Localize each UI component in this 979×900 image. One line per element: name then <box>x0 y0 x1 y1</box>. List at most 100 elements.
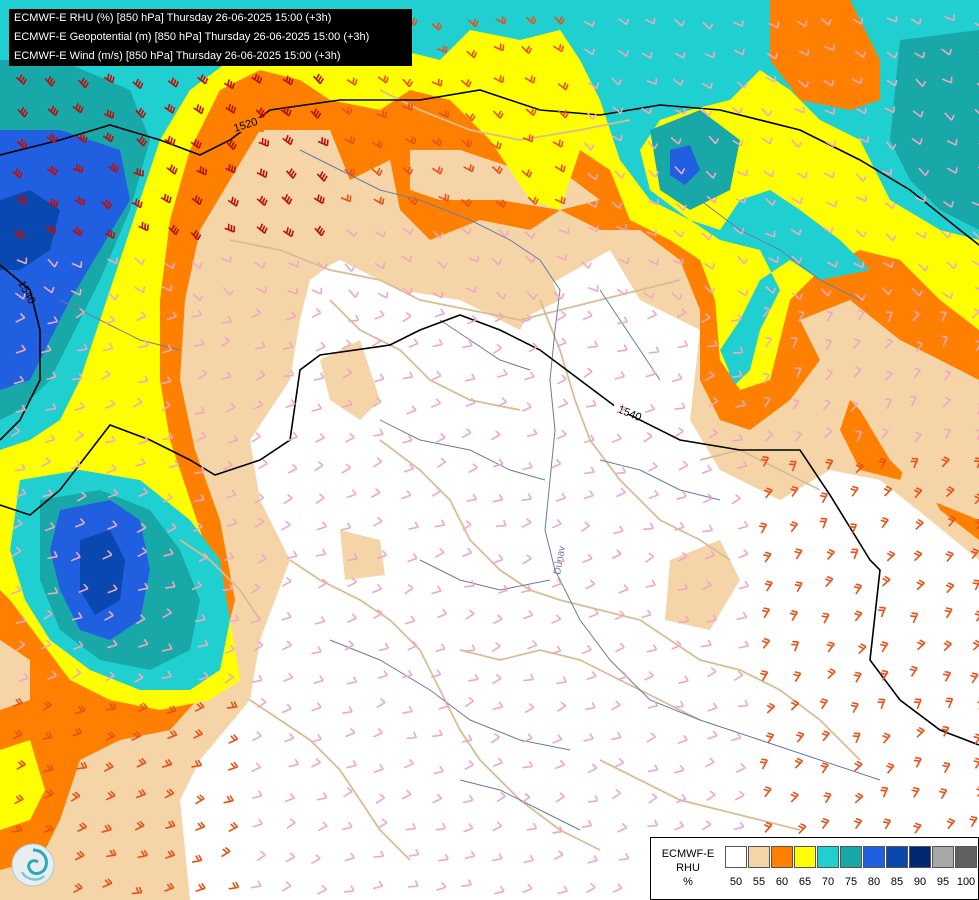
wind-barb <box>408 848 420 857</box>
wind-barb <box>313 194 325 205</box>
wind-barb <box>194 614 206 622</box>
wind-barb <box>254 640 264 652</box>
wind-barb <box>853 366 862 378</box>
wind-barb <box>193 729 203 739</box>
wind-barb <box>585 702 596 711</box>
wind-barb <box>886 51 898 59</box>
wind-barb <box>583 490 594 500</box>
wind-barb <box>105 731 116 742</box>
wind-barb <box>675 202 687 211</box>
wind-barb <box>611 549 622 560</box>
wind-barb <box>495 291 507 300</box>
wind-barb <box>71 372 83 381</box>
wind-barb <box>373 850 385 858</box>
wind-barb <box>555 792 566 803</box>
wind-barb <box>794 757 804 769</box>
wind-barb <box>856 107 867 115</box>
wind-barb <box>15 615 27 624</box>
wind-barb <box>431 370 442 381</box>
wind-barb <box>71 727 83 737</box>
wind-barb <box>43 609 53 620</box>
wind-barb <box>759 758 769 770</box>
wind-barb <box>761 607 771 619</box>
wind-barb <box>976 403 979 415</box>
wind-barb <box>491 641 501 653</box>
legend-swatch <box>725 846 747 868</box>
wind-barb <box>880 428 889 440</box>
wind-barb <box>942 396 952 408</box>
wind-barb <box>495 16 507 25</box>
wind-barb <box>191 261 203 270</box>
wind-barb <box>854 792 864 804</box>
wind-barb <box>166 705 177 715</box>
wind-barb <box>796 171 808 179</box>
wind-barb <box>46 133 58 144</box>
wind-barb <box>401 789 412 800</box>
wind-barb <box>611 788 621 800</box>
wind-barb <box>161 643 173 652</box>
wind-barb <box>197 369 208 380</box>
wind-barb <box>373 196 385 205</box>
wind-barb <box>101 198 113 210</box>
wind-barb <box>430 398 441 408</box>
wind-barb <box>768 256 780 264</box>
wind-barb <box>974 610 979 622</box>
wind-barb <box>76 491 87 502</box>
wind-barb <box>107 584 118 594</box>
wind-barb <box>647 140 659 150</box>
wind-barb <box>436 45 448 54</box>
wind-barb <box>820 762 829 774</box>
wind-barb <box>676 793 687 804</box>
wind-barb <box>492 614 503 625</box>
wind-barb <box>761 137 773 145</box>
wind-barb <box>556 429 567 440</box>
wind-barb <box>492 458 504 468</box>
wind-barb <box>251 308 262 319</box>
wind-barb <box>137 702 148 713</box>
wind-barb <box>466 49 478 59</box>
wind-barb <box>912 110 924 118</box>
wind-barb <box>138 339 149 349</box>
wind-barb <box>587 340 599 349</box>
wind-barb <box>347 553 358 562</box>
wind-barb <box>314 432 325 443</box>
wind-barb <box>340 522 352 531</box>
wind-barb <box>910 612 919 624</box>
wind-barb <box>911 786 920 798</box>
wind-barb <box>46 670 58 681</box>
wind-barb <box>341 106 353 116</box>
wind-barb <box>282 134 294 146</box>
wind-barb <box>436 881 447 892</box>
wind-barb <box>612 883 623 894</box>
wind-barb <box>74 518 86 528</box>
wind-barb <box>78 77 89 89</box>
wind-barb <box>193 494 205 503</box>
wind-barb <box>464 580 475 588</box>
wind-barb <box>281 576 292 587</box>
wind-barb <box>731 494 741 505</box>
wind-barb <box>557 701 567 713</box>
wind-barb <box>256 697 267 709</box>
wind-barb <box>465 397 476 408</box>
wind-barb <box>464 760 474 771</box>
wind-barb <box>492 852 503 862</box>
wind-barb <box>220 336 231 347</box>
wind-barb <box>614 370 626 380</box>
wind-barb <box>190 138 202 149</box>
wind-barb <box>614 757 625 768</box>
wind-barb <box>821 612 830 624</box>
wind-barb <box>286 550 298 559</box>
wind-barb <box>288 260 299 268</box>
wind-barb <box>791 292 803 301</box>
wind-barb <box>855 229 867 238</box>
wind-barb <box>854 760 863 772</box>
wind-barb <box>915 518 924 530</box>
wind-barb <box>492 343 502 355</box>
legend-tick-label: 65 <box>798 876 812 888</box>
wind-barb <box>704 757 715 768</box>
wind-barb <box>852 18 864 25</box>
wind-barb <box>73 883 83 894</box>
wind-barb <box>641 52 653 59</box>
wind-barb <box>704 285 716 294</box>
wind-barb <box>734 790 745 801</box>
